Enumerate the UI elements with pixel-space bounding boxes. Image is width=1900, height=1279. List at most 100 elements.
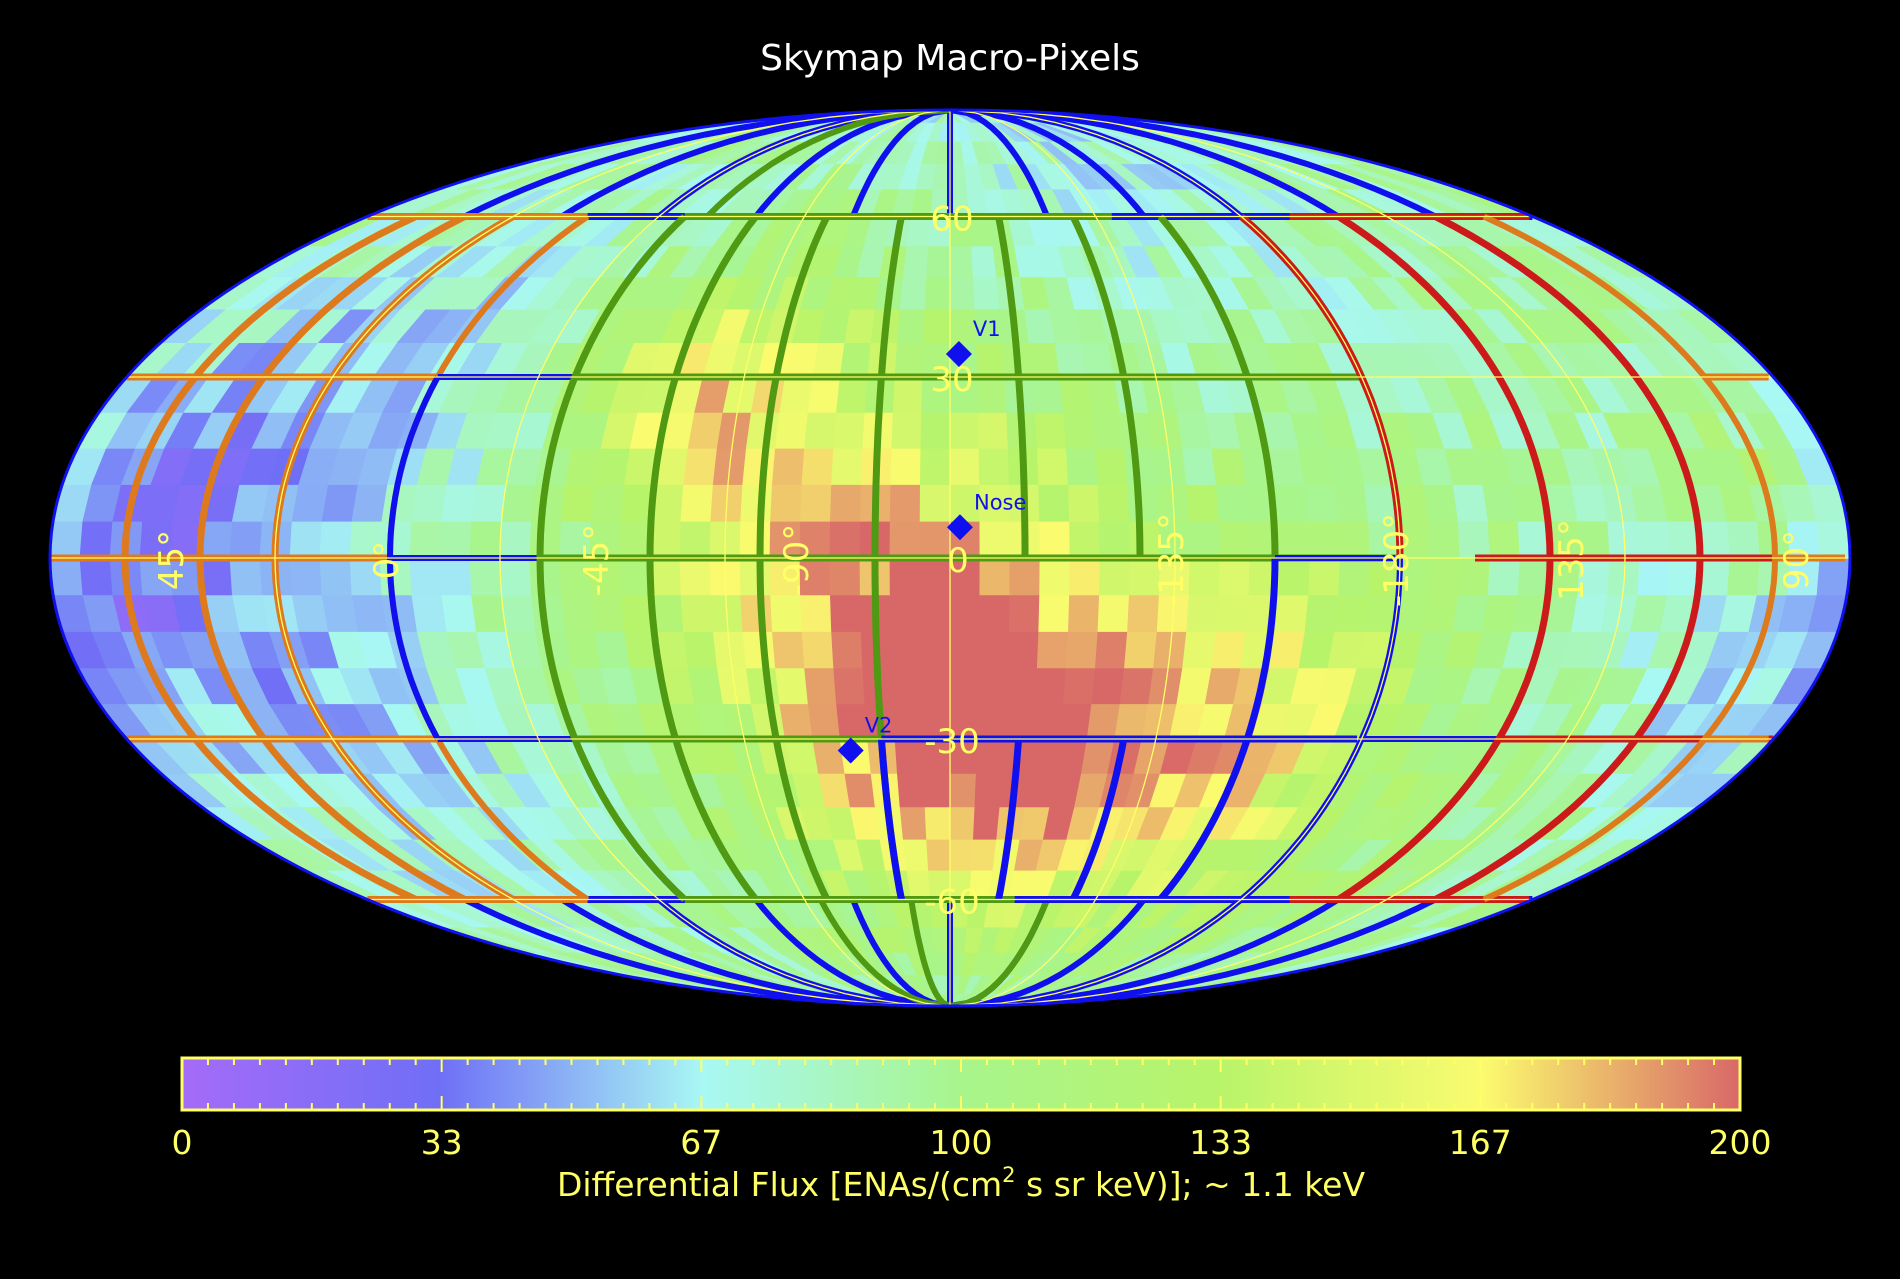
chart-title: Skymap Macro-Pixels (760, 38, 1140, 79)
flux-pixel (1028, 738, 1061, 774)
flux-pixel (829, 484, 862, 522)
flux-pixel (1457, 520, 1491, 559)
flux-pixel (319, 520, 353, 559)
flux-pixel (351, 594, 389, 632)
flux-pixel (899, 276, 928, 310)
flux-pixel (1031, 703, 1064, 740)
flux-pixel (679, 557, 712, 596)
flux-pixel (1124, 447, 1158, 485)
macro-pixel-border (949, 898, 1050, 1006)
flux-pixel (1009, 557, 1041, 596)
flux-pixel (831, 631, 864, 669)
macro-pixel-border (753, 897, 951, 1006)
flux-pixel (499, 557, 532, 596)
longitude-tick-label: 0° (367, 541, 407, 580)
flux-pixel (499, 520, 532, 559)
flux-pixel (1091, 411, 1125, 449)
flux-pixel (1334, 484, 1370, 522)
colorbar-tick-label: 167 (1449, 1123, 1512, 1162)
macro-pixel-border (908, 899, 952, 1006)
flux-pixel (1069, 520, 1101, 559)
macro-pixel-border (560, 896, 951, 1006)
latitude-tick-label: -30 (924, 722, 980, 762)
macro-pixel-border (463, 110, 951, 220)
colorbar-label: Differential Flux [ENAs/(cm2 s sr keV)];… (557, 1163, 1366, 1204)
flux-pixel (739, 520, 772, 559)
flux-pixel (890, 631, 922, 669)
flux-pixel (1211, 447, 1247, 485)
macro-pixel-border (1243, 557, 1279, 741)
flux-pixel (1065, 447, 1099, 485)
flux-pixel (683, 447, 718, 485)
flux-pixel (891, 411, 923, 449)
flux-pixel (889, 557, 921, 596)
flux-pixel (804, 667, 837, 705)
longitude-tick-label: 0 (947, 541, 969, 581)
flux-pixel (889, 484, 921, 522)
flux-pixel (924, 276, 951, 310)
flux-pixel-grid (50, 110, 1850, 1006)
flux-pixel (896, 773, 926, 808)
flux-pixel (619, 520, 652, 559)
flux-pixel (892, 703, 924, 740)
flux-pixel (975, 342, 1006, 378)
flux-pixel (919, 484, 951, 522)
flux-pixel (560, 594, 596, 632)
flux-pixel (1218, 520, 1251, 559)
flux-pixel (978, 631, 1010, 669)
flux-pixel (649, 557, 682, 596)
flux-pixel (683, 631, 718, 669)
flux-pixel (1726, 557, 1761, 596)
flux-pixel (1338, 520, 1371, 559)
flux-pixel (740, 594, 773, 632)
flux-pixel (50, 557, 84, 596)
flux-pixel (1215, 484, 1250, 522)
flux-pixel (501, 484, 537, 522)
macro-pixel-border (1069, 738, 1128, 902)
flux-pixel (1007, 631, 1040, 669)
longitude-tick-label: 45° (152, 530, 192, 590)
flux-pixel (1278, 520, 1311, 559)
macro-pixel-border (949, 110, 1340, 220)
flux-pixel (1816, 520, 1850, 559)
flux-pixel (469, 520, 502, 559)
marker-v2 (837, 737, 864, 764)
macro-pixel-border (949, 896, 1437, 1006)
flux-pixel (1067, 484, 1100, 522)
flux-pixel (1059, 703, 1093, 740)
flux-pixel (409, 557, 443, 596)
flux-pixel (289, 557, 323, 596)
flux-pixel (949, 806, 976, 840)
colorbar-tick-label: 33 (421, 1123, 463, 1162)
flux-pixel (1487, 520, 1521, 559)
flux-pixel (920, 667, 951, 705)
flux-pixel (891, 667, 923, 705)
flux-pixel (976, 703, 1008, 740)
flux-pixel (1097, 484, 1130, 522)
flux-pixel (441, 484, 477, 522)
macro-pixel-border (877, 738, 905, 901)
flux-pixel (978, 447, 1010, 485)
flux-pixel (1099, 520, 1131, 559)
marker-nose (946, 514, 973, 541)
flux-pixel (1063, 411, 1096, 449)
flux-pixel (1452, 484, 1489, 522)
flux-pixel (1038, 484, 1071, 522)
flux-pixel (1094, 447, 1129, 485)
flux-pixel (1188, 520, 1221, 559)
flux-pixel (1308, 520, 1341, 559)
flux-pixel (1304, 484, 1340, 522)
flux-pixel (926, 838, 951, 871)
flux-pixel (1006, 667, 1038, 705)
longitude-tick-label: -45° (577, 524, 617, 597)
flux-pixel (892, 376, 924, 413)
direction-markers: V1 Nose V2 (837, 317, 1026, 764)
flux-pixel (800, 484, 833, 522)
longitude-gridline (274, 110, 951, 1006)
flux-pixel (949, 276, 976, 310)
flux-pixel (1094, 631, 1129, 669)
flux-pixel (1039, 520, 1071, 559)
flux-pixel (1036, 447, 1069, 485)
flux-pixel (889, 520, 921, 559)
macro-pixel-border (949, 110, 1147, 219)
